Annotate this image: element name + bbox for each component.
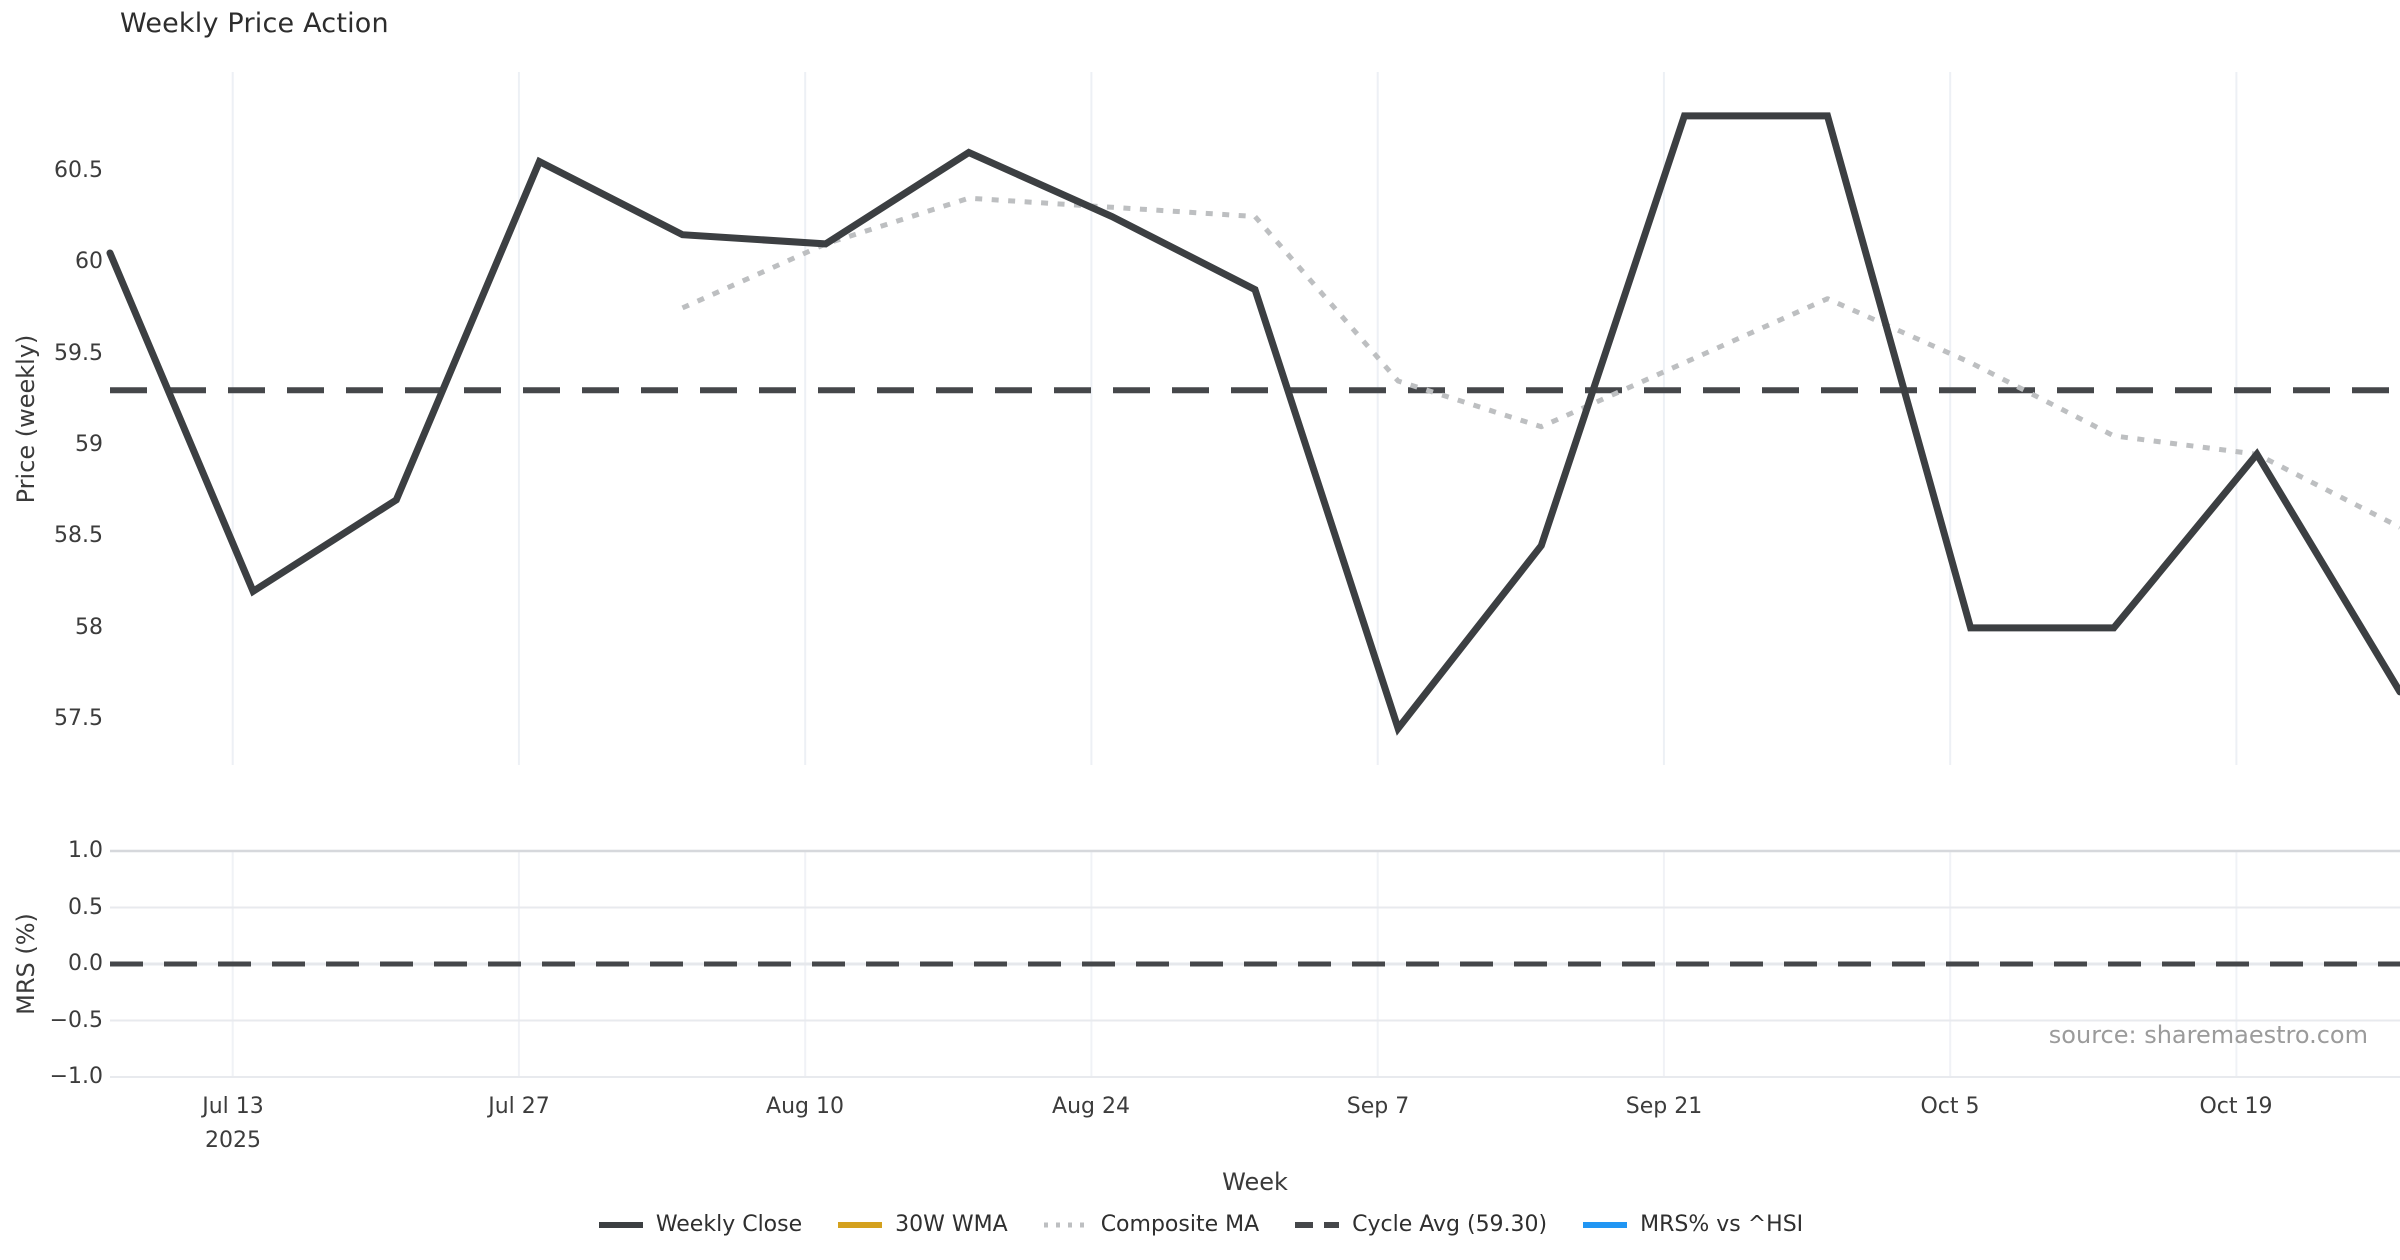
date-tick-label: Aug 10 [766,1094,844,1119]
legend-item: Weekly Close [597,1212,802,1237]
legend-item: Composite MA [1042,1212,1259,1237]
price-tick-label: 58 [75,615,103,640]
composite-ma-line [681,195,2400,530]
date-tick-label: Sep 7 [1346,1094,1410,1119]
legend: Weekly Close 30W WMA Composite MA Cycle Avg… [0,1212,2400,1237]
legend-label: Cycle Avg (59.30) [1352,1212,1548,1237]
legend-item: 30W WMA [836,1212,1008,1237]
x-axis-label: Week [1222,1168,1288,1196]
legend-label: Composite MA [1100,1212,1260,1237]
price-tick-label: 60 [75,249,103,274]
legend-label: Weekly Close [655,1212,803,1237]
legend-item: MRS% vs ^HSI [1581,1212,1803,1237]
chart-title: Weekly Price Action [120,8,389,39]
mrs-tick-label: −1.0 [49,1064,103,1089]
mrs-tick-label: −0.5 [49,1008,103,1033]
mrs-tick-label: 0.5 [68,895,103,920]
price-tick-label: 59 [75,432,103,457]
price-tick-label: 59.5 [54,341,103,366]
date-tick-label: Jul 27 [488,1094,550,1119]
date-tick-label: Oct 19 [2199,1094,2273,1119]
source-note: source: sharemaestro.com [2048,1021,2368,1049]
legend-label: 30W WMA [895,1212,1008,1237]
legend-item: Cycle Avg (59.30) [1293,1212,1547,1237]
mrs-tick-label: 1.0 [68,838,103,863]
legend-marker-solid [598,1221,643,1228]
legend-marker-solid [1583,1221,1628,1228]
date-tick-label: Jul 13 2025 [202,1094,264,1153]
date-tick-label: Oct 5 [1920,1094,1980,1119]
date-tick-label: Aug 24 [1052,1094,1130,1119]
price-tick-label: 58.5 [54,523,103,548]
legend-marker-solid [838,1221,883,1228]
date-tick-label: Sep 21 [1625,1094,1703,1119]
legend-label: MRS% vs ^HSI [1640,1212,1804,1237]
price-tick-label: 60.5 [54,158,103,183]
mrs-tick-label: 0.0 [68,951,103,976]
legend-marker-dotted [1043,1222,1088,1227]
legend-marker-dashed [1295,1221,1340,1228]
weekly-close-line [106,112,2400,736]
price-tick-label: 57.5 [54,706,103,731]
